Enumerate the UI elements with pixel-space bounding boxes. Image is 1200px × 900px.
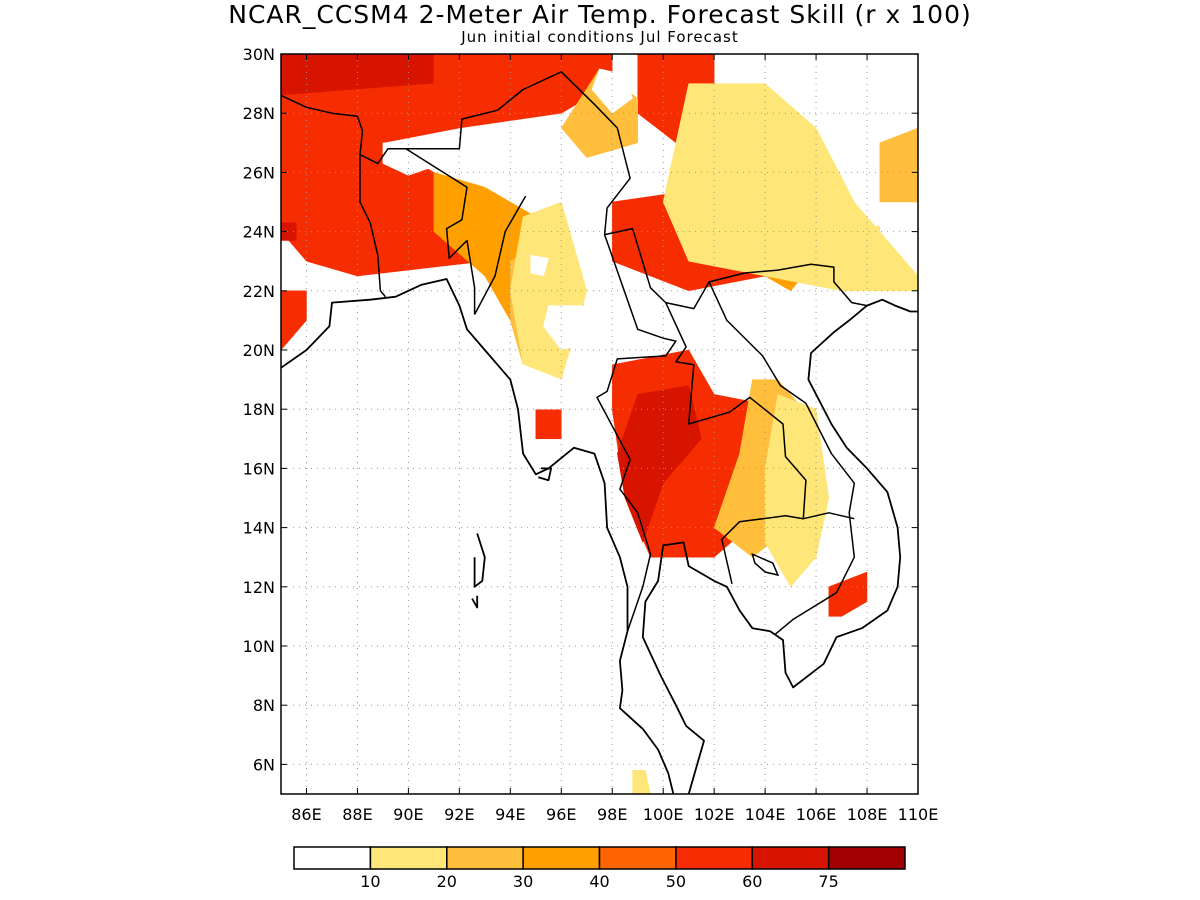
coastline: [538, 467, 552, 482]
lon-tick-label: 108E: [847, 805, 888, 824]
lon-tick-label: 104E: [745, 805, 786, 824]
map-title: NCAR_CCSM4 2-Meter Air Temp. Forecast Sk…: [228, 0, 972, 29]
colorbar-swatch: [827, 846, 906, 870]
axis-layer: 30N 28N 26N 24N 22N 20N 18N 16N 14N 12N 10N 8N 6N 86E…: [243, 45, 939, 824]
lon-tick-label: 96E: [546, 805, 576, 824]
skill-shading-layer: [281, 54, 918, 794]
skill-region-24: [543, 305, 613, 351]
country-border: [803, 512, 855, 520]
skill-region-6: [281, 290, 307, 351]
coastline: [281, 278, 675, 794]
lon-tick-label: 86E: [291, 805, 321, 824]
lat-tick-label: 10N: [243, 637, 275, 656]
lon-tick-label: 92E: [444, 805, 474, 824]
colorbar-swatch: [675, 846, 754, 870]
skill-region-25: [530, 255, 549, 277]
colorbar-swatch: [522, 846, 601, 870]
lon-tick-label: 90E: [393, 805, 423, 824]
colorbar-label: 40: [589, 872, 609, 891]
skill-region-7: [535, 408, 562, 440]
lon-tick-label: 98E: [597, 805, 627, 824]
lon-tick-label: 110E: [898, 805, 939, 824]
colorbar: 10 20 30 40 50 60 75: [293, 846, 906, 891]
lon-tick-label: 102E: [694, 805, 735, 824]
lat-tick-label: 18N: [243, 400, 275, 419]
country-border: [596, 234, 677, 632]
lat-tick-label: 30N: [243, 45, 275, 64]
colorbar-swatch: [446, 846, 524, 870]
lat-tick-label: 28N: [243, 104, 275, 123]
colorbar-swatch: [369, 846, 448, 870]
lon-tick-label: 94E: [495, 805, 525, 824]
lon-tick-label: 88E: [342, 805, 372, 824]
lat-tick-label: 16N: [243, 459, 275, 478]
country-border: [473, 195, 527, 315]
country-border: [708, 281, 856, 635]
lat-tick-label: 8N: [253, 696, 275, 715]
colorbar-label: 10: [360, 872, 380, 891]
lake-outline: [751, 552, 780, 577]
map-subtitle: Jun initial conditions Jul Forecast: [461, 28, 739, 46]
colorbar-label: 75: [818, 872, 838, 891]
lat-tick-label: 26N: [243, 163, 275, 182]
country-border: [359, 154, 387, 298]
colorbar-label: 60: [742, 872, 762, 891]
colorbar-swatch: [751, 846, 830, 870]
lon-tick-label: 100E: [643, 805, 684, 824]
skill-region-8: [828, 571, 868, 617]
colorbar-label: 20: [437, 872, 457, 891]
skill-region-19: [764, 394, 830, 588]
skill-region-23: [382, 142, 435, 176]
lat-tick-label: 14N: [243, 519, 275, 538]
coastline-border-layer: [281, 71, 918, 794]
skill-region-16: [879, 127, 918, 203]
coastline: [471, 595, 479, 609]
country-border: [665, 302, 807, 584]
lon-tick-label: 106E: [796, 805, 837, 824]
lat-tick-label: 20N: [243, 341, 275, 360]
country-border: [405, 148, 476, 315]
coastline: [641, 298, 918, 794]
lat-tick-label: 22N: [243, 282, 275, 301]
colorbar-label: 50: [666, 872, 686, 891]
colorbar-label: 30: [513, 872, 533, 891]
lat-tick-label: 6N: [253, 755, 275, 774]
skill-region-21: [854, 225, 881, 247]
map-frame: [280, 53, 919, 795]
colorbar-swatch: [293, 846, 372, 870]
skill-region-20: [632, 770, 651, 794]
coastline: [473, 533, 486, 588]
skill-region-26: [510, 364, 562, 410]
lat-tick-label: 12N: [243, 578, 275, 597]
skill-region-10: [281, 222, 297, 241]
colorbar-swatch: [598, 846, 677, 870]
lat-tick-label: 24N: [243, 223, 275, 242]
